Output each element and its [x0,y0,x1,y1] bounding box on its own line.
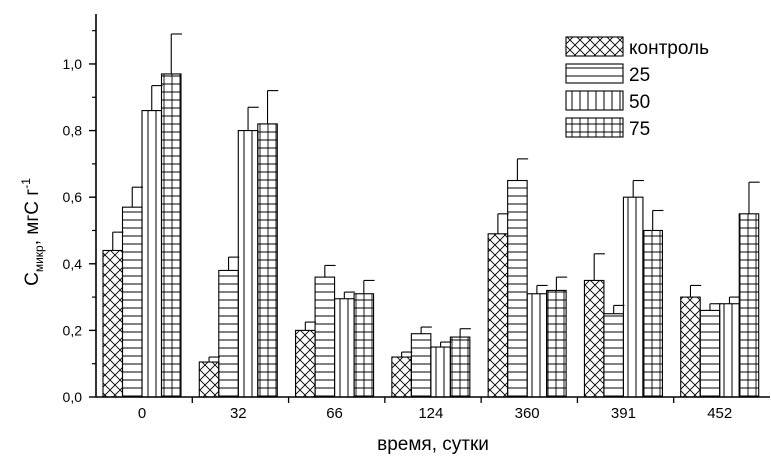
bar [526,293,548,398]
x-axis-title: время, сутки [377,434,489,455]
bar [102,249,124,398]
legend-swatch [565,36,624,57]
legend: контроль 25 50 75 [565,36,709,140]
y-axis-title-subscript: микр [32,245,46,272]
bars-layer [102,73,760,398]
y-tick-label: 0,2 [63,322,83,338]
bar [546,289,567,398]
legend-label: 50 [629,92,650,113]
y-tick-label: 0,8 [63,123,83,139]
y-tick-label: 0,0 [63,389,83,405]
bar [699,309,721,398]
x-tick-label: 124 [418,405,443,422]
bar [121,206,143,398]
bar [198,361,220,398]
y-axis-title-unit: , мгС г [22,189,43,246]
x-tick-label: 66 [326,405,343,422]
legend-label: 25 [629,65,650,86]
bar [603,313,624,398]
y-axis-title: Cмикр, мгС г-1 [19,178,46,286]
bar [449,336,471,398]
y-tick-label: 0,6 [63,189,83,205]
x-tick-label: 452 [707,405,732,422]
bar [218,269,239,398]
bar [334,298,355,398]
bar [622,196,644,398]
legend-swatch [565,63,624,84]
bar [642,229,663,398]
bar [295,329,316,398]
error-bars-layer [112,33,760,363]
x-tick-label: 391 [611,405,636,422]
y-tick-label: 1,0 [63,56,83,72]
legend-label: 75 [629,119,650,140]
bar [391,356,412,398]
x-ticks: 0 32 66 124 360 391 452 [138,397,732,422]
bar [507,179,528,398]
bar [237,130,259,398]
bar [257,123,278,398]
y-axis-title-superscript: -1 [19,178,33,189]
bar [160,73,182,398]
bar [487,233,509,398]
bar [583,279,605,398]
y-ticks: 0,0 0,2 0,4 0,6 0,8 1,0 [63,30,96,405]
bar [719,303,740,398]
bar [141,110,163,398]
bar [430,346,451,398]
x-tick-label: 32 [230,405,247,422]
y-axis-title-main: C [22,272,43,286]
x-tick-label: 360 [515,405,540,422]
bar [314,276,336,398]
legend-swatch [565,117,624,138]
y-tick-label: 0,4 [63,256,83,272]
bar [410,333,432,398]
bar [680,296,701,398]
axes [95,14,770,398]
bar [738,213,760,398]
legend-swatch [565,90,624,111]
x-tick-label: 0 [138,405,146,422]
bar [353,293,375,398]
legend-label: контроль [629,38,709,59]
